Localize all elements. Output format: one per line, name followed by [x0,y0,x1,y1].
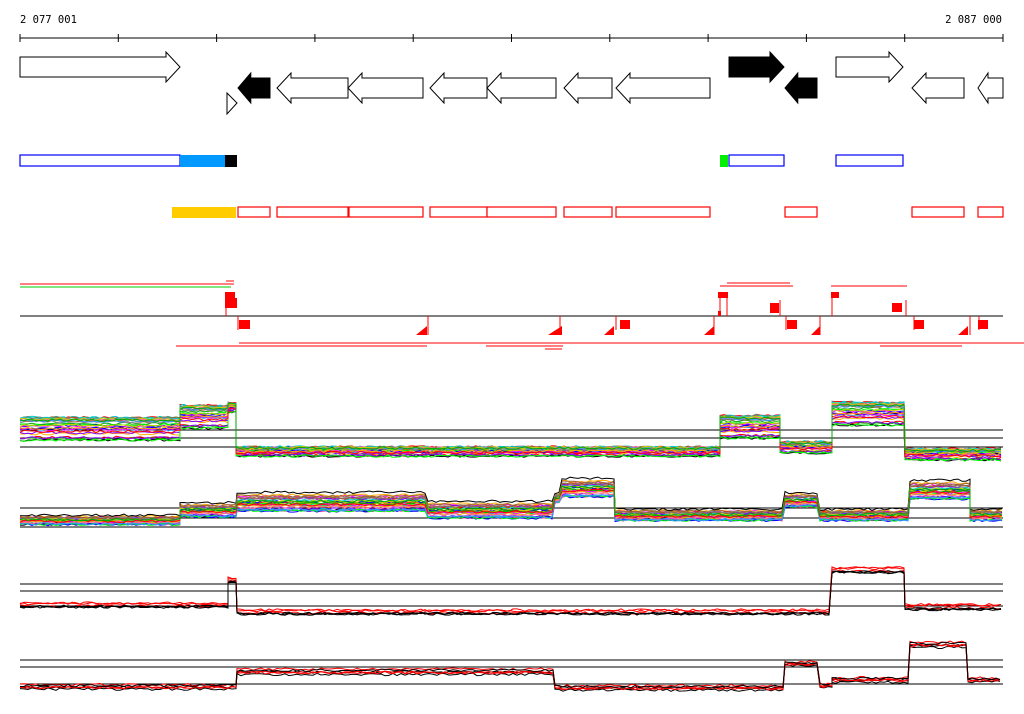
reverse-unit-box [911,206,965,218]
feature-block [225,292,235,298]
expression-trace [19,405,1002,456]
gene-arrow-yobT [486,71,557,105]
promoter-triangle-icon [226,91,238,116]
expression-trace [20,641,1001,689]
expression-panel-4 [19,640,1003,692]
forward-segment-S727 [180,155,225,167]
reverse-unit-box [977,206,1004,218]
feature-block [225,298,237,308]
feature-triangle-icon [604,326,614,335]
expression-trace [19,488,1003,523]
feature-block [831,292,839,298]
transcription-unit-track [19,154,1004,218]
reverse-unit-box [563,206,613,218]
reverse-unit-box [348,206,424,218]
gene-arrow-yobO [19,50,181,84]
reverse-unit-box [486,206,557,218]
feature-block [914,320,924,329]
gene-track [19,50,1004,116]
gene-arrow-yobQ [276,71,349,105]
expression-trace [19,407,1002,457]
expression-panel-1 [19,400,1003,462]
reverse-segment-s726 [172,207,236,218]
expression-trace [19,402,1002,453]
reverse-unit-box [276,206,349,218]
forward-segment-green [720,155,728,167]
feature-block [892,303,902,312]
reverse-unit-box [429,206,488,218]
reverse-unit-box [237,206,271,218]
coordinate-ruler [19,34,1004,42]
ruler-end-label: 2 087 000 [945,14,1002,26]
feature-block [770,303,779,313]
expression-panels [19,400,1003,692]
feature-block [620,320,630,329]
expression-trace [19,482,1003,520]
expression-trace [19,410,1002,462]
feature-triangle-icon [704,326,714,335]
gene-arrow-csaA [237,71,271,105]
forward-unit-box [19,154,181,167]
expression-panel-2 [19,476,1003,528]
expression-trace [19,566,1002,613]
expression-trace [19,645,1001,692]
expression-trace [19,566,1002,612]
gene-arrow-yocB [977,71,1004,105]
feature-block [787,320,797,329]
forward-unit-box [728,154,785,167]
expression-trace [19,409,1002,461]
forward-unit-box [835,154,904,167]
reverse-unit-box [784,206,818,218]
expression-trace [19,643,1000,691]
gene-arrow-yocA [835,50,904,84]
expression-trace [19,494,1003,527]
gene-arrow-yobU [563,71,613,105]
expression-trace [19,494,1002,526]
feature-triangle-icon [416,326,427,335]
feature-block [718,292,728,298]
ruler-start-label: 2 077 001 [20,14,77,26]
gene-arrow-yobR [347,71,424,105]
feature-triangle-icon [958,326,968,335]
gene-arrow-yobV [615,71,711,105]
expression-trace [19,643,1001,691]
expression-trace [19,570,1002,616]
gene-arrow-yozB [911,71,965,105]
expression-panel-3 [19,566,1003,616]
forward-segment-S728 [225,155,237,167]
feature-triangle-icon [548,326,562,335]
feature-track [20,280,1024,350]
feature-block [978,320,988,329]
reverse-unit-box [615,206,711,218]
expression-trace [19,402,1002,453]
feature-triangle-icon [811,326,820,335]
expression-trace [19,407,1002,458]
expression-trace [19,570,1002,616]
expression-trace [19,410,1002,462]
gene-arrow-yobW [728,50,785,84]
expression-trace [19,476,1003,517]
gene-arrow-czrA [784,71,818,105]
expression-trace [19,485,1003,522]
feature-block [239,320,250,329]
gene-arrow-yobS [429,71,488,105]
